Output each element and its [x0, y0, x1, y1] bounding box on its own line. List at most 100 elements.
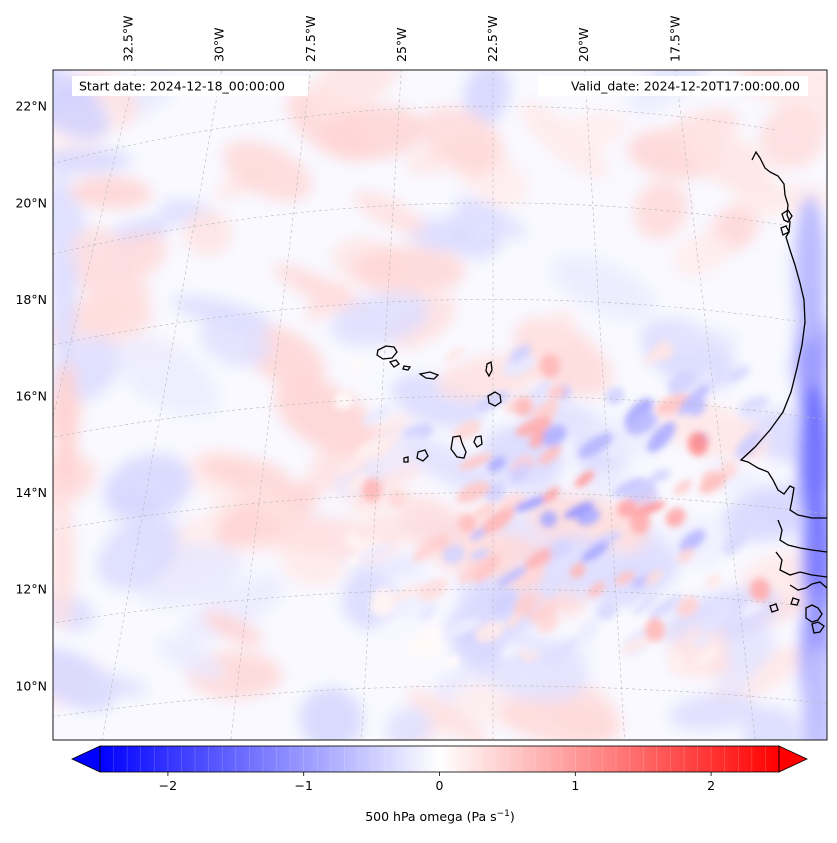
omega-wave [491, 589, 517, 616]
parallel-line [53, 105, 776, 165]
omega-patch [183, 210, 232, 256]
omega-wave [673, 479, 692, 496]
lat-label: 12°N [15, 582, 47, 597]
omega-patch [742, 706, 801, 740]
omega-wave [575, 618, 600, 645]
omega-wave [369, 521, 401, 541]
omega-wave [474, 503, 496, 518]
omega-patch [299, 687, 363, 740]
omega-wave [633, 593, 658, 616]
omega-wave [615, 583, 638, 605]
omega-patch [354, 191, 426, 234]
omega-wave [574, 470, 595, 488]
coastline [376, 150, 827, 634]
omega-wave [619, 635, 655, 654]
meridian-line [101, 70, 222, 740]
omega-wave [475, 579, 491, 597]
omega-wave [626, 479, 656, 503]
omega-patch [668, 693, 758, 731]
omega-wave [549, 540, 572, 559]
colorbar-ticks: −2 −1 0 1 2 [159, 772, 715, 793]
omega-wave [656, 393, 692, 415]
parallel-line [53, 395, 827, 438]
omega-wave [501, 641, 523, 660]
start-date: Start date: 2024-12-18_00:00:00 [79, 79, 285, 94]
omega-patch [196, 455, 290, 490]
map-frame [52, 69, 828, 741]
omega-wave [745, 395, 769, 411]
omega-wave [375, 603, 398, 617]
omega-wave [735, 430, 763, 460]
african-offshore-islets [780, 209, 793, 236]
island-sal [485, 361, 493, 378]
omega-patch [77, 232, 168, 294]
omega-wave [340, 376, 356, 388]
omega-wave [726, 366, 751, 382]
island-santiago [450, 435, 467, 459]
omega-patch [54, 350, 78, 490]
omega-wave [522, 638, 541, 654]
omega-wave [475, 390, 510, 412]
omega-patch [103, 454, 192, 520]
omega-wave [387, 488, 408, 509]
colorbar-tick-label: 0 [436, 778, 444, 793]
omega-wave [357, 542, 394, 560]
omega-patch [498, 696, 617, 740]
island-sao-nicolau [418, 371, 440, 380]
omega-wave [538, 445, 562, 465]
omega-wave [496, 566, 528, 587]
lat-label: 18°N [15, 292, 47, 307]
bissau-islands [769, 597, 825, 634]
omega-wave [580, 542, 609, 563]
omega-patch [171, 295, 273, 331]
latitude-labels: 22°N 20°N 18°N 16°N 14°N 12°N 10°N [15, 99, 47, 694]
omega-patch [634, 180, 688, 240]
omega-wave [532, 400, 559, 423]
omega-patch [421, 106, 505, 172]
omega-wave [442, 544, 465, 564]
omega-wave [705, 573, 722, 589]
omega-patch [673, 232, 731, 276]
omega-wave [677, 547, 694, 564]
omega-wave [457, 514, 477, 533]
island-maio [473, 435, 483, 448]
lon-label: 20°W [576, 27, 591, 62]
island-brava [403, 456, 409, 463]
omega-patch [551, 255, 655, 321]
omega-wave [693, 645, 721, 667]
meridian-line [53, 70, 136, 419]
omega-patch [463, 70, 510, 126]
senegal-coast [777, 519, 827, 553]
omega-wave [344, 531, 363, 549]
omega-wave [510, 462, 531, 484]
lon-label: 22.5°W [485, 16, 500, 62]
omega-patch [802, 645, 827, 740]
lat-label: 14°N [15, 485, 47, 500]
lon-label: 30°W [212, 27, 227, 62]
omega-wave [337, 454, 368, 475]
omega-wave [616, 499, 637, 518]
omega-wave [539, 510, 558, 528]
omega-patch [97, 517, 180, 590]
colorbar-tick-label: 2 [707, 778, 715, 793]
omega-wave [509, 344, 532, 363]
omega-wave [419, 603, 436, 621]
island-santo-antao [376, 345, 398, 360]
colorbar-body [100, 746, 779, 772]
colorbar-tick-label: −1 [294, 778, 312, 793]
omega-wave [625, 412, 658, 436]
omega-patch [53, 454, 97, 510]
lon-label: 27.5°W [303, 16, 318, 62]
omega-wave [649, 469, 671, 483]
omega-wave [347, 552, 362, 567]
omega-wave [670, 654, 687, 671]
omega-patch [330, 292, 430, 347]
colorbar-tick-label: 1 [571, 778, 579, 793]
lat-label: 20°N [15, 195, 47, 210]
omega-patch [69, 295, 154, 340]
island-boa-vista [487, 391, 502, 407]
start-date-box [72, 76, 308, 96]
omega-patch [651, 327, 739, 350]
omega-patch [53, 667, 148, 697]
colorbar-extend-high [778, 745, 808, 773]
